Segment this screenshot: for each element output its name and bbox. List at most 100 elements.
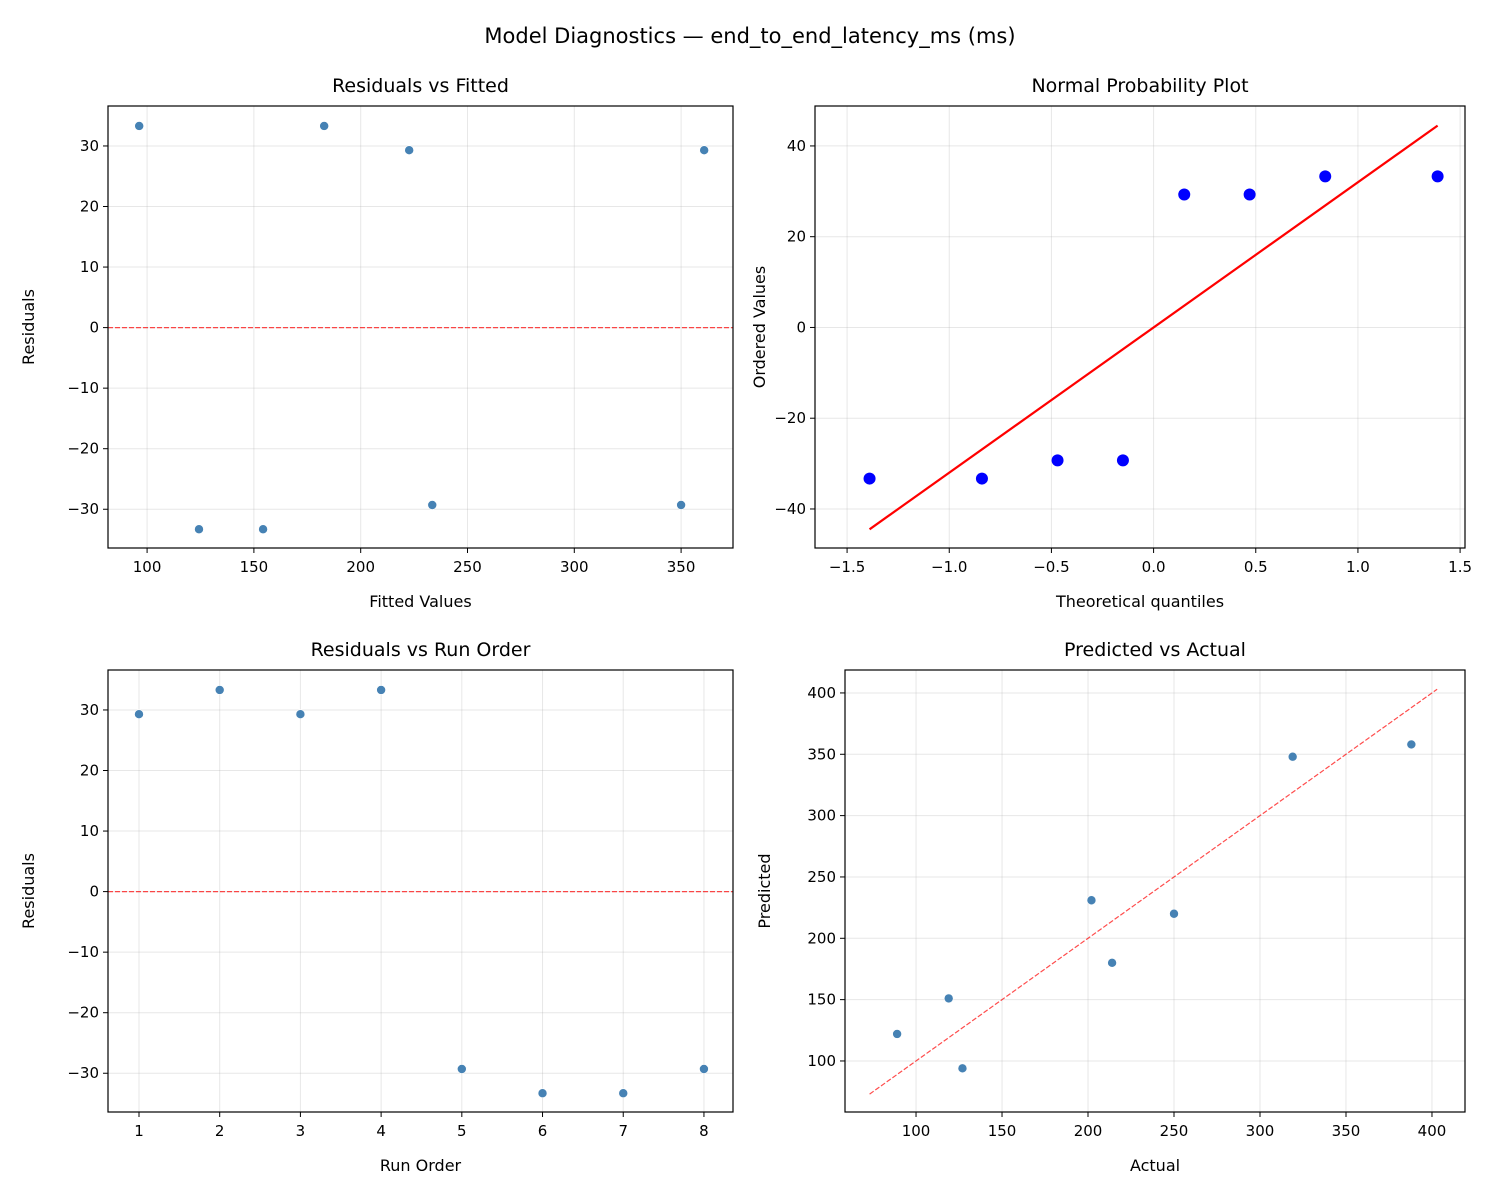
data-point <box>1287 751 1298 762</box>
data-point <box>457 1064 467 1074</box>
y-tick-label: 10 <box>80 258 99 276</box>
x-tick-label: 1.5 <box>1448 558 1472 576</box>
x-tick-label: 1 <box>134 1122 144 1140</box>
y-tick-label: −40 <box>774 500 806 518</box>
data-point <box>892 1029 902 1039</box>
x-tick-label: 300 <box>560 558 589 576</box>
y-tick-label: 20 <box>80 198 99 216</box>
panel-title: Residuals vs Run Order <box>311 639 531 661</box>
data-point <box>1116 454 1129 467</box>
data-point <box>427 500 438 510</box>
figure-suptitle: Model Diagnostics — end_to_end_latency_m… <box>484 24 1015 49</box>
data-point <box>319 121 329 131</box>
data-point <box>134 121 144 131</box>
data-point <box>258 524 268 535</box>
y-tick-label: 30 <box>80 137 99 155</box>
data-point <box>1107 958 1117 968</box>
y-axis-label: Residuals <box>19 289 38 365</box>
y-tick-label: 0 <box>796 318 806 336</box>
panel-residuals-vs-run-order: Residuals vs Run Order Run Order Residua… <box>19 639 734 1175</box>
x-tick-label: 2 <box>215 1122 225 1140</box>
x-tick-label: 250 <box>453 558 482 576</box>
data-point <box>376 685 386 695</box>
x-axis-label: Actual <box>1130 1156 1180 1175</box>
axes-frame <box>844 669 1466 1113</box>
y-tick-label: 0 <box>89 883 99 901</box>
x-tick-label: 8 <box>699 1122 709 1140</box>
panel-title: Predicted vs Actual <box>1064 639 1246 661</box>
panel-title: Residuals vs Fitted <box>332 75 509 97</box>
y-tick-label: −20 <box>774 409 806 427</box>
y-tick-label: 20 <box>80 762 99 780</box>
x-tick-label: 350 <box>1332 1122 1361 1140</box>
y-tick-label: −20 <box>67 1004 99 1022</box>
y-tick-label: −10 <box>67 379 99 397</box>
fit-line <box>868 124 1439 531</box>
y-tick-label: 0 <box>89 319 99 337</box>
panel-normal-probability-plot: Normal Probability Plot Theoretical quan… <box>750 75 1472 611</box>
axes-frame <box>107 669 734 1113</box>
x-tick-label: −1.0 <box>931 558 967 576</box>
x-axis-label: Theoretical quantiles <box>1055 592 1224 611</box>
x-tick-label: 150 <box>240 558 269 576</box>
y-axis-label: Predicted <box>755 853 774 928</box>
x-tick-label: −1.5 <box>829 558 865 576</box>
x-tick-label: −0.5 <box>1033 558 1069 576</box>
data-point <box>1406 739 1417 750</box>
x-tick-label: 400 <box>1418 1122 1447 1140</box>
x-tick-label: 200 <box>346 558 375 576</box>
x-tick-label: 6 <box>538 1122 548 1140</box>
panel-predicted-vs-actual: Predicted vs Actual Actual Predicted 100… <box>755 639 1466 1175</box>
x-tick-label: 3 <box>296 1122 306 1140</box>
panel-residuals-vs-fitted: Residuals vs Fitted Fitted Values Residu… <box>19 75 734 611</box>
x-axis-label: Fitted Values <box>369 592 471 611</box>
x-tick-label: 300 <box>1246 1122 1275 1140</box>
data-point <box>537 1088 548 1099</box>
data-point <box>1169 908 1179 919</box>
x-tick-label: 1.0 <box>1346 558 1370 576</box>
x-tick-label: 7 <box>618 1122 628 1140</box>
x-tick-label: 0.5 <box>1244 558 1268 576</box>
x-tick-label: 200 <box>1074 1122 1103 1140</box>
y-tick-label: 300 <box>807 807 836 825</box>
data-point <box>618 1088 629 1099</box>
x-axis-label: Run Order <box>380 1156 462 1175</box>
data-point <box>214 685 225 695</box>
y-tick-label: 40 <box>787 137 806 155</box>
data-point <box>863 472 876 485</box>
y-tick-label: 20 <box>787 228 806 246</box>
x-tick-label: 100 <box>133 558 162 576</box>
data-point <box>1178 188 1191 201</box>
y-tick-label: −20 <box>67 440 99 458</box>
y-tick-label: 350 <box>807 745 836 763</box>
data-point <box>1431 170 1444 183</box>
y-tick-label: −30 <box>67 1064 99 1082</box>
y-tick-label: −30 <box>67 500 99 518</box>
y-tick-label: 250 <box>807 868 836 886</box>
data-point <box>943 993 954 1004</box>
data-point <box>1086 895 1097 906</box>
data-point <box>699 145 709 155</box>
data-point <box>975 472 988 485</box>
y-tick-label: −10 <box>67 943 99 961</box>
data-point <box>404 145 414 155</box>
axes-frame <box>814 105 1466 549</box>
x-tick-label: 5 <box>457 1122 467 1140</box>
data-point <box>194 524 204 535</box>
y-axis-label: Residuals <box>19 853 38 929</box>
data-point <box>134 709 144 720</box>
x-tick-label: 0.0 <box>1142 558 1166 576</box>
panel-title: Normal Probability Plot <box>1031 75 1248 97</box>
x-tick-label: 250 <box>1160 1122 1189 1140</box>
y-tick-label: 100 <box>807 1052 836 1070</box>
data-point <box>1319 170 1332 183</box>
x-tick-label: 100 <box>902 1122 931 1140</box>
data-point <box>699 1064 709 1074</box>
y-tick-label: 200 <box>807 929 836 947</box>
data-point <box>1051 454 1064 467</box>
y-tick-label: 10 <box>80 822 99 840</box>
data-point <box>676 500 686 510</box>
data-point <box>957 1063 968 1074</box>
y-tick-label: 30 <box>80 701 99 719</box>
